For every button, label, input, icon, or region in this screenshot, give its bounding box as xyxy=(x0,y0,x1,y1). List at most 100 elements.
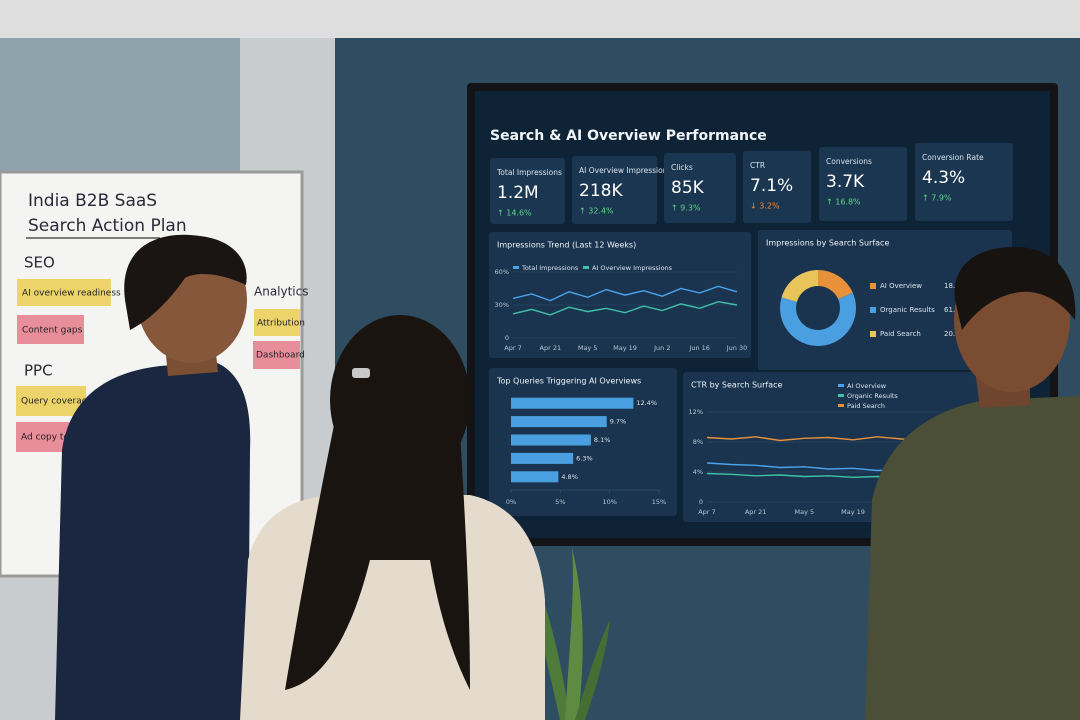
bar xyxy=(511,434,591,446)
sticky-note xyxy=(254,309,300,336)
value-label: 4.8% xyxy=(561,473,578,481)
kpi-change: ↑ 7.9% xyxy=(922,194,952,203)
bar xyxy=(511,416,607,428)
ceiling xyxy=(0,0,1080,38)
kpi-change: ↓ 3.2% xyxy=(750,202,780,211)
legend-label: AI Overview xyxy=(880,282,922,290)
kpi-label: AI Overview Impressions xyxy=(579,166,671,175)
person-left-hair xyxy=(124,234,247,330)
bar xyxy=(511,452,574,464)
x-tick-label: 15% xyxy=(652,498,666,506)
legend-label: AI Overview xyxy=(847,382,887,390)
people xyxy=(55,234,1080,720)
hair-clip xyxy=(352,368,370,378)
chart-title: Impressions Trend (Last 12 Weeks) xyxy=(497,241,636,250)
sticky-note xyxy=(253,341,300,369)
y-tick-label: 60% xyxy=(495,268,509,276)
value-label: 9.7% xyxy=(610,418,627,426)
legend-swatch xyxy=(870,331,876,337)
kpi-value: 85K xyxy=(671,178,705,198)
legend-swatch xyxy=(838,384,844,387)
x-tick-label: May 5 xyxy=(795,508,815,516)
legend-swatch xyxy=(838,394,844,397)
legend-label: Total Impressions xyxy=(521,264,579,272)
kpi-card xyxy=(743,151,811,223)
y-tick-label: 30% xyxy=(495,301,509,309)
chart-title: Top Queries Triggering AI Overviews xyxy=(496,377,641,386)
value-label: 6.3% xyxy=(576,454,593,462)
x-tick-label: May 19 xyxy=(841,508,865,516)
chart-panel xyxy=(489,232,751,358)
note-text: Query coverage xyxy=(21,397,93,407)
whiteboard-title: India B2B SaaS xyxy=(28,191,157,211)
x-tick-label: 10% xyxy=(602,498,616,506)
x-tick-label: Apr 21 xyxy=(745,508,767,516)
legend-label: AI Overview Impressions xyxy=(592,264,673,272)
bar xyxy=(511,471,559,483)
person-left-shirt xyxy=(55,362,251,720)
y-tick-label: 0 xyxy=(505,334,509,342)
section-heading: SEO xyxy=(24,254,55,272)
person-right-jacket xyxy=(865,396,1080,720)
donut-slice xyxy=(781,270,818,302)
person-center-hair xyxy=(285,420,470,690)
x-tick-label: 0% xyxy=(506,498,516,506)
x-tick-label: May 5 xyxy=(578,344,598,352)
x-tick-label: Apr 21 xyxy=(540,344,562,352)
kpi-value: 3.7K xyxy=(826,172,865,192)
kpi-value: 218K xyxy=(579,181,623,201)
donut-slice xyxy=(780,292,857,347)
value-label: 8.1% xyxy=(594,436,611,444)
x-tick-label: Jun 30 xyxy=(726,344,748,352)
dashboard: Total Impressions 1.2M ↑ 14.6% AI Overview … xyxy=(489,143,1013,522)
legend-label: Organic Results xyxy=(880,306,935,314)
kpi-card xyxy=(572,156,657,224)
y-tick-label: 12% xyxy=(689,408,703,416)
legend-label: Paid Search xyxy=(880,330,921,338)
x-tick-label: Apr 7 xyxy=(698,508,715,516)
chart-title: CTR by Search Surface xyxy=(691,381,783,390)
whiteboard-subtitle: Search Action Plan xyxy=(28,216,187,236)
note-text: Content gaps xyxy=(22,326,83,336)
y-tick-label: 4% xyxy=(693,468,703,476)
note-text: Attribution xyxy=(257,319,305,329)
legend-swatch xyxy=(583,266,589,269)
legend-swatch xyxy=(513,266,519,269)
bar xyxy=(511,397,634,409)
kpi-change: ↑ 9.3% xyxy=(671,204,701,213)
sticky-note xyxy=(17,279,111,306)
kpi-card xyxy=(490,158,565,224)
legend-swatch xyxy=(870,283,876,289)
kpi-value: 4.3% xyxy=(922,168,965,188)
kpi-card xyxy=(819,147,907,221)
donut-slice xyxy=(818,270,853,300)
kpi-card xyxy=(915,143,1013,221)
chart-title: Impressions by Search Surface xyxy=(766,239,889,248)
note-text: Dashboard xyxy=(256,351,305,361)
kpi-label: Conversions xyxy=(826,157,872,166)
kpi-card xyxy=(664,153,736,223)
series-line xyxy=(512,285,738,302)
section-heading: Analytics xyxy=(254,285,309,299)
kpi-value: 7.1% xyxy=(750,176,793,196)
sticky-note xyxy=(17,315,84,344)
legend-label: Organic Results xyxy=(847,392,898,400)
note-text: Ad copy tests xyxy=(21,433,82,443)
kpi-change: ↑ 32.4% xyxy=(579,207,614,216)
y-tick-label: 0 xyxy=(699,498,703,506)
x-tick-label: May 19 xyxy=(613,344,637,352)
x-tick-label: 5% xyxy=(555,498,565,506)
legend-swatch xyxy=(870,307,876,313)
kpi-label: Conversion Rate xyxy=(922,153,984,162)
person-right-hair xyxy=(954,246,1076,330)
kpi-label: Clicks xyxy=(671,163,693,172)
legend-label: Paid Search xyxy=(847,402,885,410)
legend-swatch xyxy=(838,404,844,407)
kpi-value: 1.2M xyxy=(497,183,539,203)
sticky-note xyxy=(16,386,86,416)
kpi-label: Total Impressions xyxy=(496,168,562,177)
series-line xyxy=(512,300,738,316)
section-heading: PPC xyxy=(24,362,53,380)
dashboard-title: Search & AI Overview Performance xyxy=(490,128,767,144)
